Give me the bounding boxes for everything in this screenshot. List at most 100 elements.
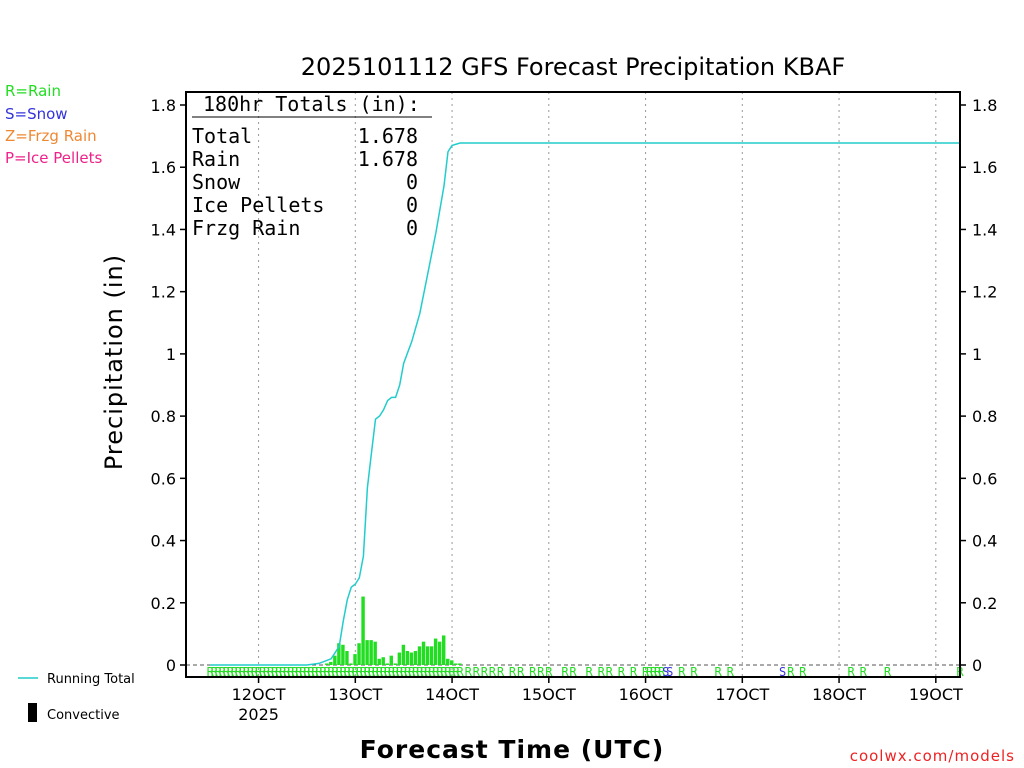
ptype-marker: R: [404, 665, 412, 679]
ptype-marker: R: [251, 665, 259, 679]
ptype-marker: R: [436, 665, 444, 679]
ptype-marker: R: [586, 665, 594, 679]
y-tick-label-right: 1.4: [972, 220, 997, 239]
totals-box: 180hr Totals (in): Total 1.678 Rain 1.67…: [192, 92, 432, 240]
running-total-line: [210, 142, 960, 666]
ptype-marker: R: [271, 665, 279, 679]
precip-bar: [450, 660, 454, 665]
precip-bar: [361, 596, 365, 665]
ptype-marker: R: [432, 665, 440, 679]
ptype-marker: R: [223, 665, 231, 679]
ptype-marker: R: [408, 665, 416, 679]
ptype-marker: R: [259, 665, 267, 679]
ptype-marker: R: [517, 665, 525, 679]
totals-header: 180hr Totals (in):: [203, 92, 420, 116]
ptype-marker: R: [352, 665, 360, 679]
ptype-marker: R: [319, 665, 327, 679]
y-tick-label: 0.2: [151, 594, 176, 613]
x-tick-sublabel: 2025: [238, 705, 279, 724]
ptype-markers: RRRRRRRRRRRRRRRRRRRRRRRRRRRRRRRRRRRRRRRR…: [207, 665, 965, 679]
ptype-marker: R: [215, 665, 223, 679]
ptype-marker: R: [376, 665, 384, 679]
ptype-marker: R: [380, 665, 388, 679]
precip-bar: [377, 658, 381, 665]
x-tick-label: 14OCT: [425, 685, 479, 704]
x-tick-label: 12OCT: [232, 685, 286, 704]
ptype-marker: R: [295, 665, 303, 679]
ptype-marker: R: [473, 665, 481, 679]
ptype-marker: R: [650, 665, 658, 679]
ptype-marker: R: [303, 665, 311, 679]
ptype-marker: R: [400, 665, 408, 679]
x-tick-label: 15OCT: [522, 685, 576, 704]
precip-bar: [433, 638, 438, 665]
ptype-marker: R: [336, 665, 344, 679]
ptype-marker: R: [448, 665, 456, 679]
precip-bar: [446, 658, 450, 665]
totals-row-label: Total: [192, 124, 252, 148]
precip-bar: [341, 644, 345, 665]
precip-bar: [365, 640, 369, 665]
ptype-marker: R: [364, 665, 372, 679]
ptype-marker: R: [211, 665, 219, 679]
totals-row-value: 0: [406, 216, 418, 240]
ptype-marker: S: [666, 665, 673, 679]
x-axis-label: Forecast Time (UTC): [360, 735, 665, 764]
y-tick-label-right: 0: [972, 656, 982, 675]
ptype-marker: R: [787, 665, 795, 679]
ptype-marker: R: [618, 665, 626, 679]
ptype-marker: R: [356, 665, 364, 679]
totals-row-value: 1.678: [358, 124, 418, 148]
ptype-marker: R: [360, 665, 368, 679]
ptype-marker: R: [420, 665, 428, 679]
ptype-marker: R: [340, 665, 348, 679]
precip-bar: [369, 640, 373, 665]
y-tick-label: 0.4: [151, 532, 176, 551]
ptype-marker: R: [489, 665, 497, 679]
credit-link[interactable]: coolwx.com/models: [850, 747, 1015, 765]
ptype-marker: S: [662, 665, 669, 679]
y-tick-label: 0.6: [151, 469, 176, 488]
precip-bar: [437, 641, 442, 665]
ptype-marker: R: [416, 665, 424, 679]
ptype-marker: R: [654, 665, 662, 679]
legend-ice-pellets: P=Ice Pellets: [5, 149, 102, 167]
totals-row-value: 0: [406, 193, 418, 217]
ptype-marker: R: [799, 665, 807, 679]
precip-bar: [373, 641, 377, 665]
y-tick-label-right: 1.6: [972, 158, 997, 177]
plot-frame: [185, 91, 961, 678]
totals-row-label: Snow: [192, 170, 241, 194]
y-tick-label: 1.2: [151, 283, 176, 302]
ptype-marker: R: [428, 665, 436, 679]
y-tick-label: 0: [166, 656, 176, 675]
totals-row-label: Ice Pellets: [192, 193, 324, 217]
y-tick-label-right: 0.4: [972, 532, 997, 551]
ptype-marker: R: [444, 665, 452, 679]
y-tick-label-right: 0.2: [972, 594, 997, 613]
precip-bar: [425, 646, 430, 665]
ptype-marker: R: [396, 665, 404, 679]
precip-bar: [329, 661, 333, 665]
ptype-marker: R: [348, 665, 356, 679]
ptype-marker: R: [207, 665, 215, 679]
ptype-marker: R: [247, 665, 255, 679]
ptype-marker: R: [848, 665, 856, 679]
y-axis-label: Precipitation (in): [100, 254, 128, 470]
precip-bar: [429, 646, 434, 665]
ptype-marker: R: [424, 665, 432, 679]
precip-bar: [357, 643, 361, 665]
precip-bar: [349, 663, 353, 665]
y-tick-label-right: 0.8: [972, 407, 997, 426]
ptype-marker: R: [465, 665, 473, 679]
ptype-marker: R: [235, 665, 243, 679]
totals-row-value: 0: [406, 170, 418, 194]
ptype-marker: R: [646, 665, 654, 679]
gridlines: [186, 92, 960, 677]
precip-bar: [454, 663, 458, 665]
ptype-marker: R: [283, 665, 291, 679]
totals-row-value: 1.678: [358, 147, 418, 171]
ptype-marker: R: [311, 665, 319, 679]
